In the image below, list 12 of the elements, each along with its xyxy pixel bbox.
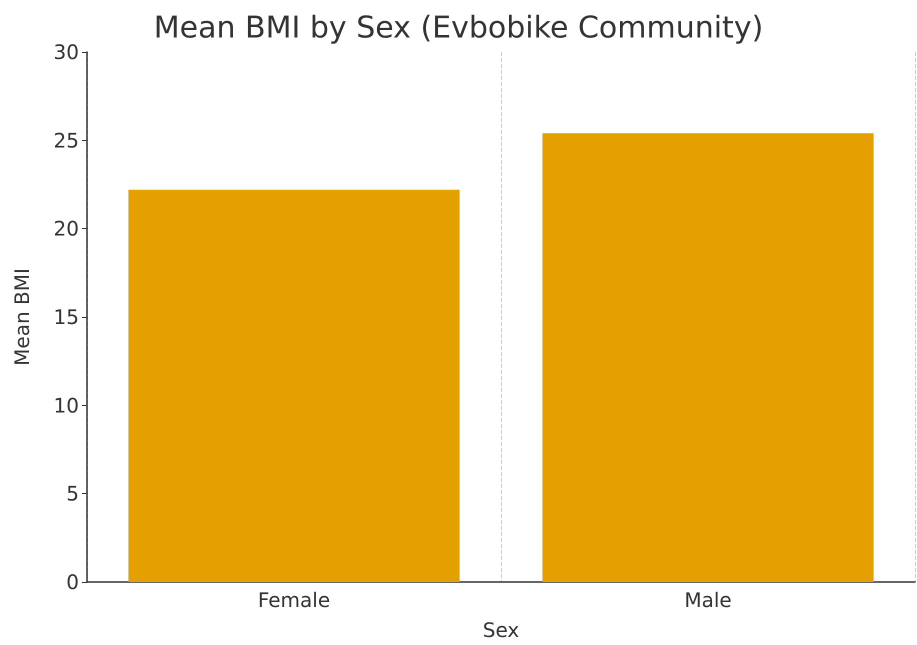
- y-tick-label: 30: [54, 40, 79, 64]
- y-tick-label: 10: [54, 393, 79, 418]
- chart-title: Mean BMI by Sex (Evbobike Community): [154, 10, 764, 46]
- y-tick-label: 25: [54, 128, 79, 152]
- x-tick-label: Female: [258, 588, 330, 612]
- x-tick-label: Male: [684, 588, 732, 612]
- y-tick-label: 15: [54, 305, 79, 329]
- x-axis-title: Sex: [482, 618, 520, 642]
- y-axis-title: Mean BMI: [10, 268, 34, 366]
- y-tick-label: 0: [66, 570, 79, 594]
- y-tick-label: 20: [54, 216, 79, 241]
- y-tick-label: 5: [66, 482, 79, 506]
